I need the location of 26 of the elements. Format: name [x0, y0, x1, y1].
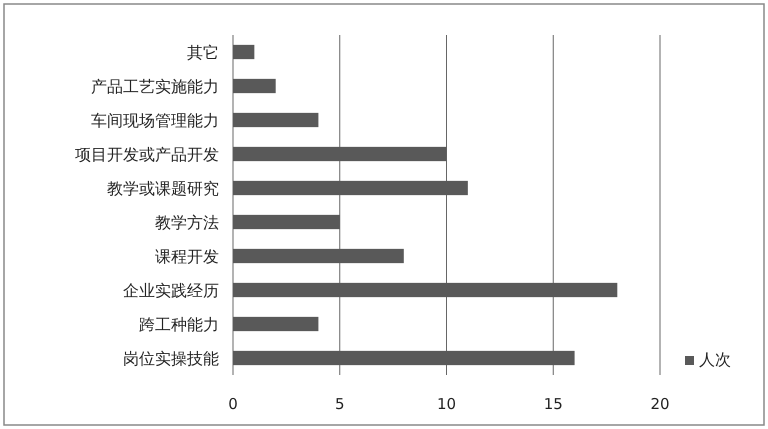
- y-tick-label: 企业实践经历: [123, 281, 219, 300]
- bar: [233, 282, 618, 298]
- y-tick-label: 教学方法: [155, 213, 219, 232]
- bar: [233, 350, 575, 366]
- bar: [233, 44, 254, 60]
- bar: [233, 78, 276, 94]
- bar: [233, 112, 318, 128]
- x-tick-label: 20: [650, 395, 670, 413]
- legend-label: 人次: [699, 350, 731, 369]
- y-tick-label: 项目开发或产品开发: [75, 145, 219, 164]
- x-tick-label: 15: [544, 395, 563, 413]
- y-tick-label: 产品工艺实施能力: [91, 77, 219, 96]
- bar: [233, 316, 318, 332]
- y-tick-label: 教学或课题研究: [107, 179, 219, 198]
- y-tick-label: 课程开发: [155, 247, 219, 266]
- y-tick-label: 车间现场管理能力: [91, 111, 219, 130]
- x-tick-label: 5: [334, 395, 345, 413]
- x-tick-label: 0: [228, 395, 238, 413]
- bar: [233, 146, 446, 162]
- bar: [233, 214, 340, 230]
- x-tick-label: 10: [436, 395, 456, 413]
- y-tick-label: 跨工种能力: [139, 315, 219, 334]
- y-tick-label: 岗位实操技能: [123, 349, 219, 368]
- y-tick-label: 其它: [187, 43, 219, 62]
- bar: [233, 248, 404, 264]
- bar: [233, 180, 468, 196]
